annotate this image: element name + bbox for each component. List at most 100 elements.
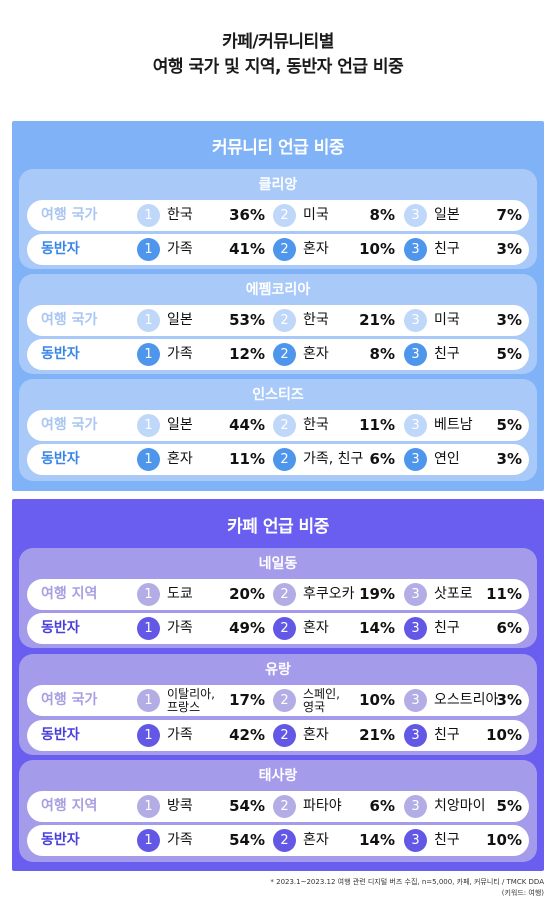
row-label: 동반자 [41, 727, 80, 743]
item-name: 일본 [167, 417, 193, 433]
item-name: 혼자 [303, 832, 329, 848]
item-name: 가족 [167, 620, 193, 636]
item-percent: 3% [496, 691, 522, 709]
rank-badge: 3 [404, 238, 427, 261]
item-percent: 6% [369, 797, 395, 815]
item-percent: 5% [496, 416, 522, 434]
group-title: 에펨코리아 [245, 282, 311, 298]
item-name: 한국 [303, 312, 329, 328]
row-travel-region: 여행 지역 1 도쿄 20% 2 후쿠오카 19% 3 삿포로 11% [27, 579, 529, 610]
item-percent: 42% [229, 726, 265, 744]
source-footnote: * 2023.1~2023.12 여행 관련 디지털 버즈 수집, n=5,00… [270, 877, 544, 899]
item-name: 친구 [434, 346, 460, 362]
item-name: 혼자 [303, 727, 329, 743]
section-title: 커뮤니티 언급 비중 [212, 138, 344, 158]
item-percent: 6% [369, 450, 395, 468]
rank-item-2: 2 스페인, 영국 10% [273, 685, 395, 716]
rank-badge: 1 [137, 689, 160, 712]
item-percent: 11% [229, 450, 265, 468]
group-title: 유랑 [265, 662, 291, 678]
row-companion: 동반자 1 가족 12% 2 혼자 8% 3 친구 5% [27, 339, 529, 370]
item-name: 가족 [167, 832, 193, 848]
rank-item-1: 1 일본 53% [137, 305, 265, 336]
rank-item-3: 3 친구 5% [404, 339, 522, 370]
rank-badge: 3 [404, 343, 427, 366]
row-label: 동반자 [41, 451, 80, 467]
item-percent: 20% [229, 585, 265, 603]
item-percent: 12% [229, 345, 265, 363]
item-percent: 3% [496, 311, 522, 329]
row-companion: 동반자 1 가족 54% 2 혼자 14% 3 친구 10% [27, 825, 529, 856]
item-name-line1: 스페인, [303, 687, 340, 701]
item-name: 오스트리아 [434, 692, 499, 708]
rank-item-2: 2 혼자 8% [273, 339, 395, 370]
group-taesarang: 태사랑 여행 지역 1 방콕 54% 2 파타야 6% 3 치앙마이 5% 동반… [19, 760, 537, 862]
row-travel-country: 여행 국가 1 일본 53% 2 한국 21% 3 미국 3% [27, 305, 529, 336]
item-name: 가족 [167, 346, 193, 362]
rank-item-1: 1 가족 42% [137, 720, 265, 751]
row-label: 여행 국가 [41, 417, 98, 433]
rank-item-3: 3 치앙마이 5% [404, 791, 522, 822]
rank-item-3: 3 미국 3% [404, 305, 522, 336]
row-label: 동반자 [41, 832, 80, 848]
item-name: 혼자 [303, 346, 329, 362]
row-label: 동반자 [41, 346, 80, 362]
group-title: 인스티즈 [252, 387, 304, 403]
item-name: 가족, 친구 [303, 451, 364, 467]
rank-item-3: 3 연인 3% [404, 444, 522, 475]
item-percent: 14% [359, 831, 395, 849]
item-percent: 10% [359, 240, 395, 258]
rank-badge: 1 [137, 309, 160, 332]
rank-item-1: 1 가족 49% [137, 613, 265, 644]
rank-badge: 2 [273, 829, 296, 852]
rank-badge: 3 [404, 583, 427, 606]
rank-item-1: 1 이탈리아, 프랑스 17% [137, 685, 265, 716]
item-name: 친구 [434, 727, 460, 743]
rank-badge: 1 [137, 343, 160, 366]
item-name: 친구 [434, 241, 460, 257]
item-percent: 3% [496, 450, 522, 468]
group-instiz: 인스티즈 여행 국가 1 일본 44% 2 한국 11% 3 베트남 5% 동반… [19, 379, 537, 481]
group-fmkorea: 에펨코리아 여행 국가 1 일본 53% 2 한국 21% 3 미국 3% 동반… [19, 274, 537, 374]
rank-badge: 3 [404, 689, 427, 712]
item-percent: 21% [359, 311, 395, 329]
item-percent: 10% [359, 691, 395, 709]
row-label: 동반자 [41, 241, 80, 257]
item-name: 친구 [434, 832, 460, 848]
rank-badge: 3 [404, 795, 427, 818]
rank-badge: 2 [273, 204, 296, 227]
item-name-line2: 프랑스 [167, 700, 201, 714]
item-name: 연인 [434, 451, 460, 467]
row-travel-country: 여행 국가 1 한국 36% 2 미국 8% 3 일본 7% [27, 200, 529, 231]
rank-item-2: 2 파타야 6% [273, 791, 395, 822]
item-name: 일본 [167, 312, 193, 328]
item-percent: 10% [486, 831, 522, 849]
footnote-line2: (키워드: 여행) [501, 889, 544, 897]
group-naildong: 네일동 여행 지역 1 도쿄 20% 2 후쿠오카 19% 3 삿포로 11% … [19, 548, 537, 648]
rank-item-3: 3 친구 10% [404, 825, 522, 856]
item-name: 스페인, 영국 [303, 688, 340, 714]
item-percent: 10% [486, 726, 522, 744]
rank-badge: 2 [273, 689, 296, 712]
item-percent: 19% [359, 585, 395, 603]
item-percent: 41% [229, 240, 265, 258]
item-name: 파타야 [303, 798, 342, 814]
cafe-mention-section: 카페 언급 비중 네일동 여행 지역 1 도쿄 20% 2 후쿠오카 19% 3… [12, 499, 544, 871]
item-name: 혼자 [303, 241, 329, 257]
section-title: 카페 언급 비중 [227, 517, 329, 537]
row-label: 여행 국가 [41, 692, 98, 708]
item-percent: 11% [359, 416, 395, 434]
row-label: 여행 지역 [41, 798, 98, 814]
rank-badge: 2 [273, 343, 296, 366]
item-name: 미국 [434, 312, 460, 328]
item-name: 삿포로 [434, 586, 473, 602]
item-percent: 8% [369, 206, 395, 224]
row-travel-country: 여행 국가 1 이탈리아, 프랑스 17% 2 스페인, 영국 10% 3 오스… [27, 685, 529, 716]
item-percent: 11% [486, 585, 522, 603]
rank-item-2: 2 혼자 10% [273, 234, 395, 265]
item-name-line1: 이탈리아, [167, 687, 215, 701]
item-name: 방콕 [167, 798, 193, 814]
rank-badge: 3 [404, 309, 427, 332]
rank-badge: 2 [273, 724, 296, 747]
item-name: 한국 [303, 417, 329, 433]
